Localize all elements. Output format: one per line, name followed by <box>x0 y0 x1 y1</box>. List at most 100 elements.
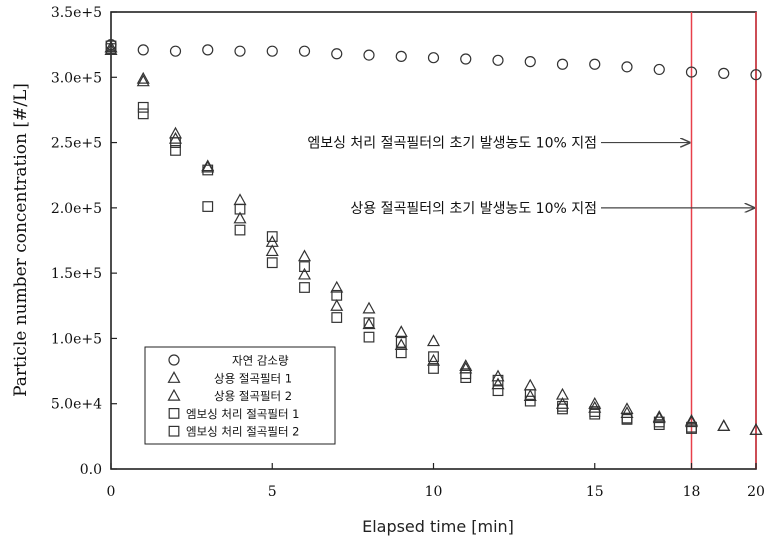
data-point <box>684 415 699 428</box>
legend-marker <box>168 408 180 419</box>
annotation-text: 상용 절곡필터의 초기 발생농도 10% 지점 <box>350 201 597 217</box>
series-5 <box>105 43 697 434</box>
data-point <box>136 74 150 87</box>
x-tick-label: 18 <box>683 484 701 500</box>
data-point <box>653 416 665 428</box>
x-axis-label: Elapsed time [min] <box>362 517 514 536</box>
data-point <box>297 267 312 280</box>
data-point <box>234 224 246 236</box>
data-point <box>492 374 504 386</box>
data-point <box>589 58 601 70</box>
legend-label: 상용 절곡필터 2 <box>214 389 292 403</box>
data-point <box>395 50 407 62</box>
axis-ticks: 0.0 5.0e+4 1.0e+5 1.5e+5 2.0e+5 2.5e+5 3.0e+5 3… <box>51 5 765 500</box>
data-point <box>170 137 181 148</box>
data-point <box>362 301 376 314</box>
data-point <box>492 54 504 66</box>
data-point <box>299 261 310 273</box>
legend-box <box>144 346 336 445</box>
data-point <box>621 61 633 73</box>
y-tick-label: 3.0e+5 <box>51 70 102 86</box>
data-point <box>684 413 699 426</box>
legend-label: 상용 절곡필터 1 <box>214 371 292 385</box>
y-tick-label: 2.0e+5 <box>51 201 102 217</box>
annotation-text: 엠보싱 처리 절곡필터의 초기 발생농도 10% 지점 <box>307 136 597 152</box>
data-point <box>459 359 473 371</box>
data-point <box>330 299 344 311</box>
data-point <box>266 45 278 57</box>
data-point <box>426 353 441 366</box>
data-point <box>266 257 278 269</box>
x-tick-label: 15 <box>586 484 604 500</box>
data-point <box>395 347 407 359</box>
data-point <box>297 249 312 262</box>
data-point <box>492 385 504 397</box>
data-point <box>588 396 602 409</box>
data-point <box>363 317 375 329</box>
data-point <box>460 368 472 380</box>
data-point <box>718 67 730 79</box>
data-point <box>201 160 215 173</box>
data-point <box>266 231 278 242</box>
data-point <box>234 45 246 57</box>
x-tick-label: 0 <box>107 484 116 500</box>
y-tick-label: 5.0e+4 <box>51 397 102 413</box>
data-point <box>685 66 698 78</box>
x-tick-label: 5 <box>268 484 277 500</box>
data-point <box>104 43 118 55</box>
data-point <box>331 312 343 323</box>
legend-marker <box>168 425 180 437</box>
data-point <box>557 400 568 412</box>
data-point <box>136 71 150 84</box>
data-point <box>234 203 246 215</box>
data-point <box>428 351 439 363</box>
y-tick-label: 2.5e+5 <box>51 136 102 152</box>
legend-marker <box>167 371 181 383</box>
data-point <box>621 412 633 424</box>
data-point <box>523 389 537 401</box>
data-point <box>589 406 601 417</box>
data-point <box>169 45 182 57</box>
y-axis-label: Particle number concentration [#/L] <box>11 83 31 397</box>
y-tick-label: 0.0 <box>80 462 102 478</box>
x-tick-label: 20 <box>747 484 765 500</box>
data-point <box>427 52 440 64</box>
data-point <box>298 45 311 57</box>
data-point <box>331 289 343 301</box>
data-point <box>426 334 441 347</box>
data-point <box>265 244 279 257</box>
data-point <box>362 317 376 330</box>
data-point <box>653 63 665 76</box>
y-tick-label: 3.5e+5 <box>51 5 102 21</box>
data-point <box>524 56 536 68</box>
data-point <box>104 40 118 53</box>
data-point <box>330 280 344 293</box>
y-tick-label: 1.5e+5 <box>51 266 102 282</box>
data-point <box>202 164 214 176</box>
data-point <box>170 145 181 156</box>
data-point <box>137 101 149 113</box>
data-point <box>394 325 408 337</box>
data-point <box>749 423 763 435</box>
y-tick-label: 1.0e+5 <box>51 331 102 347</box>
data-point <box>137 108 149 120</box>
legend-label: 자연 감소량 <box>232 354 289 368</box>
data-point <box>652 410 666 422</box>
data-point <box>524 389 536 400</box>
data-point <box>620 406 634 418</box>
reference-lines <box>690 12 757 469</box>
data-point <box>555 396 570 409</box>
data-point <box>750 69 762 81</box>
data-point <box>686 423 697 434</box>
data-point <box>491 377 505 390</box>
data-point <box>460 53 472 65</box>
data-point <box>331 48 343 60</box>
legend-label: 엠보싱 처리 절곡필터 2 <box>186 425 300 439</box>
x-tick-label: 10 <box>425 484 443 500</box>
legend-label: 엠보싱 처리 절곡필터 1 <box>186 407 300 421</box>
series-1 <box>105 39 762 81</box>
legend-marker <box>168 354 180 366</box>
